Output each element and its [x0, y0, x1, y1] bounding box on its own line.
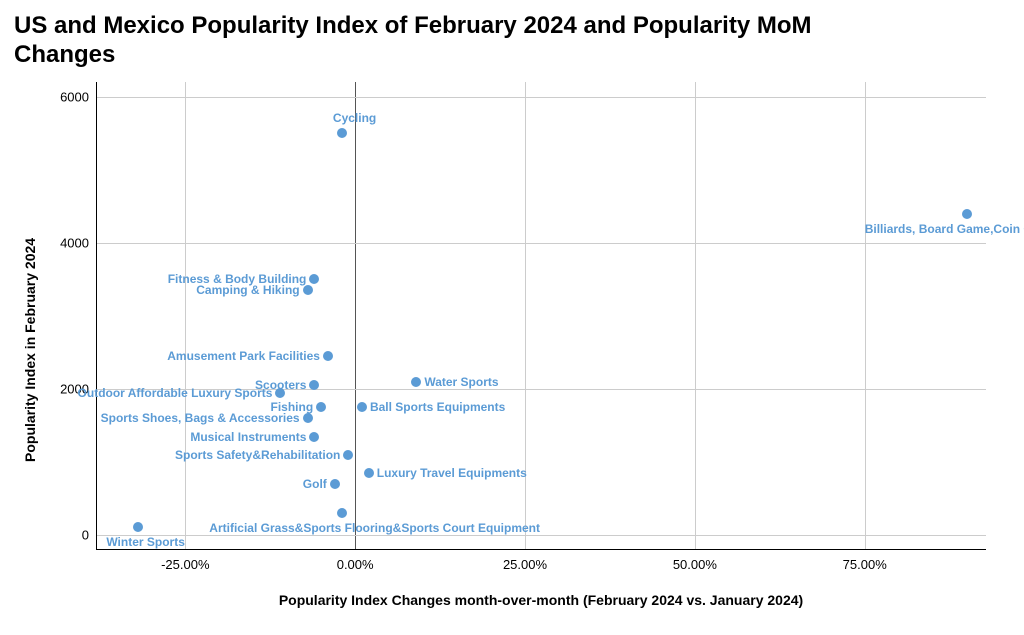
data-point-label: Luxury Travel Equipments: [377, 466, 527, 480]
data-point: [309, 380, 319, 390]
data-point: [330, 479, 340, 489]
y-tick-label: 0: [82, 528, 97, 543]
x-tick-label: 50.00%: [673, 549, 717, 572]
data-point-label: Water Sports: [424, 375, 498, 389]
data-point: [303, 285, 313, 295]
data-point: [275, 388, 285, 398]
data-point: [343, 450, 353, 460]
x-tick-label: 75.00%: [843, 549, 887, 572]
data-point: [303, 413, 313, 423]
data-point: [364, 468, 374, 478]
data-point: [337, 508, 347, 518]
vertical-gridline: [695, 82, 696, 549]
data-point: [133, 522, 143, 532]
data-point-label: Winter Sports: [106, 535, 185, 549]
data-point-label: Sports Shoes, Bags & Accessories: [101, 411, 300, 425]
data-point-label: Amusement Park Facilities: [167, 349, 320, 363]
chart-title: US and Mexico Popularity Index of Februa…: [14, 12, 854, 70]
data-point-label: Billiards, Board Game,Coin Operated Game…: [865, 222, 1024, 236]
data-point-label: Artificial Grass&Sports Flooring&Sports …: [209, 521, 540, 535]
data-point-label: Camping & Hiking: [196, 283, 299, 297]
plot-area: -25.00%0.00%25.00%50.00%75.00%0200040006…: [96, 82, 986, 550]
data-point-label: Cycling: [333, 111, 376, 125]
y-tick-label: 4000: [60, 235, 97, 250]
x-tick-label: 0.00%: [337, 549, 374, 572]
data-point-label: Musical Instruments: [190, 430, 306, 444]
data-point-label: Sports Safety&Rehabilitation: [175, 448, 340, 462]
y-tick-label: 6000: [60, 89, 97, 104]
horizontal-gridline: [97, 243, 986, 244]
data-point: [357, 402, 367, 412]
horizontal-gridline: [97, 97, 986, 98]
data-point: [962, 209, 972, 219]
data-point: [309, 274, 319, 284]
data-point: [309, 432, 319, 442]
x-tick-label: -25.00%: [161, 549, 209, 572]
x-axis-label: Popularity Index Changes month-over-mont…: [96, 592, 986, 608]
data-point: [323, 351, 333, 361]
x-tick-label: 25.00%: [503, 549, 547, 572]
data-point: [337, 128, 347, 138]
y-axis-label: Popularity Index in February 2024: [22, 238, 38, 462]
data-point: [411, 377, 421, 387]
data-point-label: Ball Sports Equipments: [370, 400, 505, 414]
data-point: [316, 402, 326, 412]
data-point-label: Golf: [303, 477, 327, 491]
vertical-gridline: [865, 82, 866, 549]
data-point-label: Outdoor Affordable Luxury Sports: [78, 386, 273, 400]
vertical-gridline: [185, 82, 186, 549]
horizontal-gridline: [97, 535, 986, 536]
x-zero-line: [355, 82, 356, 549]
